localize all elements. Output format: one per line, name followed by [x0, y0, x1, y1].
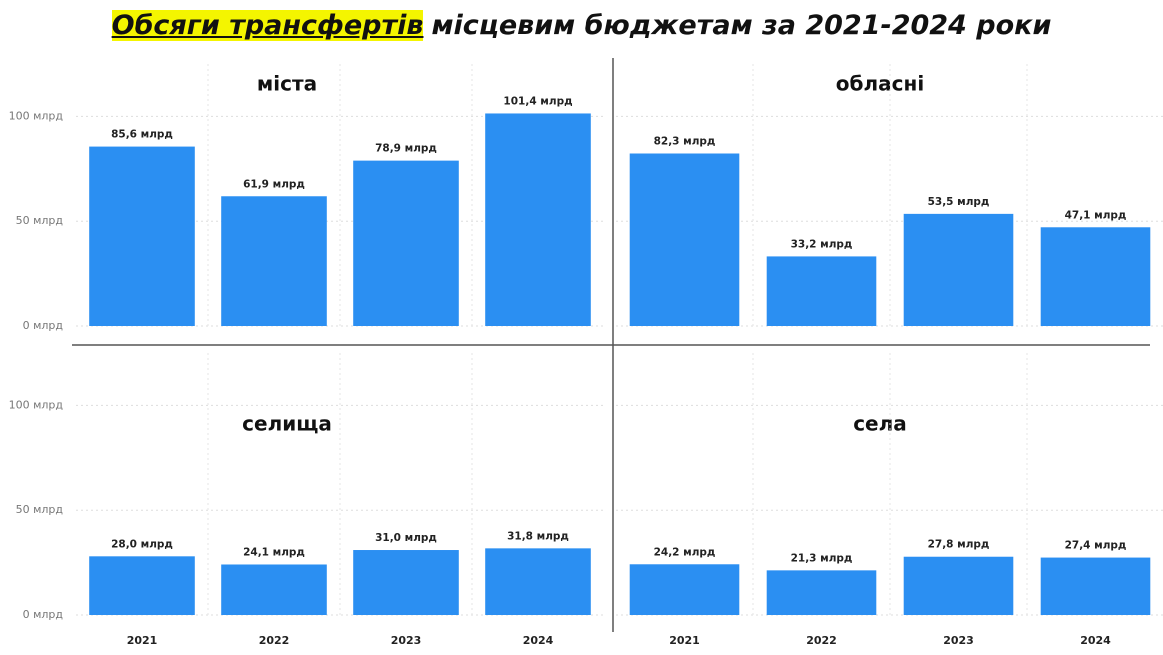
bar [485, 113, 591, 326]
y-tick-label: 0 млрд [23, 608, 64, 621]
page-title: Обсяги трансфертів місцевим бюджетам за 2… [0, 10, 1163, 41]
value-label: 31,0 млрд [375, 532, 437, 544]
value-label: 28,0 млрд [111, 538, 173, 550]
y-tick-label: 50 млрд [16, 503, 64, 516]
value-label: 33,2 млрд [791, 238, 853, 250]
value-label: 82,3 млрд [654, 135, 716, 147]
value-label: 27,4 млрд [1065, 540, 1127, 552]
panel-title: міста [257, 72, 317, 96]
x-tick-label: 2023 [943, 634, 974, 647]
bar [766, 570, 877, 615]
y-tick-label: 100 млрд [9, 398, 64, 411]
value-label: 31,8 млрд [507, 530, 569, 542]
bar [485, 548, 591, 615]
bar [1040, 227, 1151, 326]
bar [903, 213, 1014, 326]
bar [766, 256, 877, 326]
title-highlight: Обсяги трансфертів [111, 10, 424, 41]
x-tick-label: 2024 [523, 634, 554, 647]
bar [629, 153, 740, 326]
x-tick-label: 2024 [1080, 634, 1111, 647]
value-label: 24,2 млрд [654, 546, 716, 558]
panel-title: села [853, 412, 907, 436]
bar [353, 550, 459, 615]
x-tick-label: 2022 [806, 634, 837, 647]
bar [353, 160, 459, 326]
bar [1040, 557, 1151, 615]
value-label: 101,4 млрд [503, 95, 572, 107]
title-rest: місцевим бюджетам за 2021-2024 роки [431, 10, 1052, 41]
y-tick-label: 0 млрд [23, 319, 64, 332]
bar [221, 564, 327, 615]
value-label: 53,5 млрд [928, 196, 990, 208]
bar [221, 196, 327, 326]
bar [629, 564, 740, 615]
value-label: 24,1 млрд [243, 546, 305, 558]
value-label: 27,8 млрд [928, 539, 990, 551]
x-tick-label: 2021 [127, 634, 158, 647]
panel-title: селища [242, 412, 332, 436]
value-label: 61,9 млрд [243, 178, 305, 190]
bar [89, 556, 195, 615]
value-label: 21,3 млрд [791, 552, 853, 564]
y-tick-label: 50 млрд [16, 214, 64, 227]
value-label: 47,1 млрд [1065, 209, 1127, 221]
y-tick-label: 100 млрд [9, 109, 64, 122]
x-tick-label: 2021 [669, 634, 700, 647]
bar [903, 556, 1014, 615]
value-label: 78,9 млрд [375, 143, 437, 155]
panel-title: обласні [836, 72, 924, 96]
bar [89, 146, 195, 326]
value-label: 85,6 млрд [111, 129, 173, 141]
x-tick-label: 2022 [259, 634, 290, 647]
x-tick-label: 2023 [391, 634, 422, 647]
